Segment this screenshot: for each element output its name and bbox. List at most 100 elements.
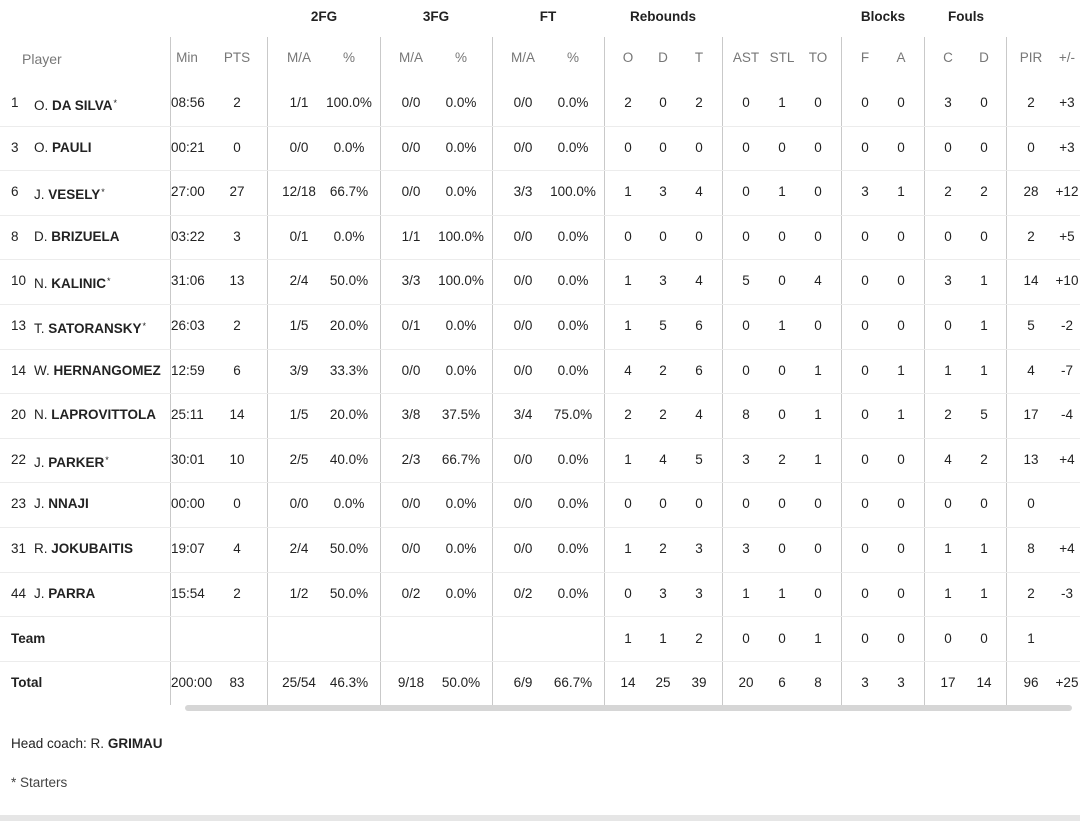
column-header-foul_c[interactable]: C	[943, 50, 953, 65]
stat-blk_f: 0	[861, 541, 869, 556]
column-header-reb_o[interactable]: O	[622, 50, 634, 65]
stat-blk_a: 0	[897, 228, 905, 244]
player-name[interactable]: J. PARRA	[34, 572, 95, 616]
stat-ft_ma: 0/0	[513, 228, 533, 244]
stat-ft_pct: 0.0%	[557, 496, 589, 512]
stat-pm: +3	[1059, 139, 1075, 155]
player-name[interactable]: J. VESELY*	[34, 170, 105, 217]
column-header-pm[interactable]: +/-	[1058, 50, 1076, 65]
stat-ast: 3	[742, 541, 750, 556]
stat-reb_d: 3	[659, 585, 667, 601]
player-name[interactable]: O. PAULI	[34, 126, 92, 170]
stat-stl: 0	[778, 273, 786, 289]
stat-foul_c: 0	[944, 139, 952, 155]
column-header-min[interactable]: Min	[176, 50, 198, 65]
stat-stl: 0	[778, 407, 786, 423]
table-row[interactable]: 20 N. LAPROVITTOLA 25:11 14 1/5 20.0% 3/8 37.5%…	[0, 393, 1080, 437]
player-number: 44	[11, 585, 27, 601]
column-header-fg3_pct[interactable]: %	[454, 50, 467, 65]
stat-reb_o: 1	[624, 318, 632, 333]
stat-fg2_ma: 3/9	[289, 362, 309, 378]
column-divider	[267, 37, 268, 705]
stat-min: 30:01	[171, 451, 205, 467]
stat-ft_ma: 3/3	[513, 184, 533, 200]
row-separator	[0, 259, 1080, 261]
stat-ft_pct: 0.0%	[557, 228, 589, 244]
player-initial: J.	[34, 187, 49, 203]
starter-marker: *	[101, 187, 105, 198]
stat-ft_ma: 0/0	[513, 318, 533, 333]
column-header-foul_d[interactable]: D	[979, 50, 989, 65]
column-header-ft_pct[interactable]: %	[566, 50, 579, 65]
table-row[interactable]: 14 W. HERNANGOMEZ 12:59 6 3/9 33.3% 0/0 0.0% 0/0…	[0, 349, 1080, 393]
column-header-to[interactable]: TO	[808, 50, 828, 65]
stat-pts: 2	[233, 318, 241, 333]
stat-pir: 96	[1023, 674, 1039, 690]
stat-ft_pct: 75.0%	[553, 407, 593, 423]
player-name[interactable]: O. DA SILVA*	[34, 81, 117, 128]
stat-pts: 14	[229, 407, 245, 423]
table-row[interactable]: 1 O. DA SILVA* 08:56 2 1/1 100.0% 0/0 0.0% 0/0 0.…	[0, 81, 1080, 125]
table-row[interactable]: 23 J. NNAJI 00:00 0 0/0 0.0% 0/0 0.0% 0/0 0.0% 0 0 0…	[0, 482, 1080, 526]
column-header-reb_t[interactable]: T	[694, 50, 704, 65]
table-row[interactable]: 13 T. SATORANSKY* 26:03 2 1/5 20.0% 0/1 0.0% 0/0…	[0, 304, 1080, 348]
stat-fg3_pct: 100.0%	[438, 273, 484, 289]
stat-pm: +4	[1059, 541, 1075, 556]
column-header-player[interactable]: Player	[22, 51, 62, 67]
column-header-blk_f[interactable]: F	[860, 50, 870, 65]
table-row[interactable]: 3 O. PAULI 00:21 0 0/0 0.0% 0/0 0.0% 0/0 0.0% 0 0 0 0…	[0, 126, 1080, 170]
player-name[interactable]: T. SATORANSKY*	[34, 304, 146, 351]
stat-ast: 0	[742, 496, 750, 512]
horizontal-scrollbar[interactable]	[185, 705, 1072, 711]
player-name[interactable]: N. LAPROVITTOLA	[34, 393, 156, 437]
column-header-stl[interactable]: STL	[769, 50, 795, 65]
column-header-pts[interactable]: PTS	[223, 50, 251, 65]
player-name[interactable]: W. HERNANGOMEZ	[34, 349, 161, 393]
stat-pm: -4	[1060, 407, 1073, 423]
stat-ast: 5	[742, 273, 750, 289]
player-name[interactable]: J. PARKER*	[34, 438, 109, 485]
player-lastname: SATORANSKY	[48, 321, 142, 336]
column-header-reb_d[interactable]: D	[658, 50, 668, 65]
stat-foul_c: 4	[944, 451, 952, 467]
table-row[interactable]: 31 R. JOKUBAITIS 19:07 4 2/4 50.0% 0/0 0.0% 0/0 0…	[0, 527, 1080, 571]
stat-ast: 0	[742, 95, 750, 110]
stat-reb_t: 6	[695, 362, 703, 378]
column-header-fg2_ma[interactable]: M/A	[286, 50, 311, 65]
player-name[interactable]: J. NNAJI	[34, 482, 89, 526]
player-initial: J.	[34, 454, 49, 470]
stat-min: 03:22	[171, 228, 205, 244]
player-name[interactable]: D. BRIZUELA	[34, 215, 120, 259]
stat-ft_pct: 0.0%	[557, 318, 589, 333]
stat-ast: 0	[742, 318, 750, 333]
stat-pts: 4	[233, 541, 241, 556]
player-name[interactable]: N. KALINIC*	[34, 259, 111, 306]
column-header-pir[interactable]: PIR	[1019, 50, 1043, 65]
group-header-3fg: 3FG	[422, 9, 450, 24]
column-header-blk_a[interactable]: A	[896, 50, 906, 65]
stat-blk_a: 0	[897, 139, 905, 155]
table-row[interactable]: 44 J. PARRA 15:54 2 1/2 50.0% 0/2 0.0% 0/2 0.0% 0 3…	[0, 572, 1080, 616]
stat-fg3_ma: 3/8	[401, 407, 421, 423]
stat-blk_a: 0	[897, 631, 905, 647]
column-header-fg3_ma[interactable]: M/A	[398, 50, 423, 65]
stat-stl: 1	[778, 184, 786, 200]
stat-pir: 28	[1023, 184, 1039, 200]
stat-pts: 83	[229, 674, 245, 690]
stat-foul_d: 1	[980, 362, 988, 378]
table-row[interactable]: 6 J. VESELY* 27:00 27 12/18 66.7% 0/0 0.0% 3/3 10…	[0, 170, 1080, 214]
stat-ast: 0	[742, 228, 750, 244]
stat-foul_d: 2	[980, 184, 988, 200]
table-row[interactable]: 22 J. PARKER* 30:01 10 2/5 40.0% 2/3 66.7% 0/0 0.…	[0, 438, 1080, 482]
column-header-ast[interactable]: AST	[732, 50, 760, 65]
stat-pm: -7	[1060, 362, 1073, 378]
stat-pir: 4	[1027, 362, 1035, 378]
player-name[interactable]: R. JOKUBAITIS	[34, 527, 133, 571]
table-row[interactable]: 10 N. KALINIC* 31:06 13 2/4 50.0% 3/3 100.0% 0/0…	[0, 259, 1080, 303]
table-row[interactable]: 8 D. BRIZUELA 03:22 3 0/1 0.0% 1/1 100.0% 0/0 0.0…	[0, 215, 1080, 259]
column-header-fg2_pct[interactable]: %	[342, 50, 355, 65]
stat-foul_c: 1	[944, 585, 952, 601]
stat-foul_c: 1	[944, 541, 952, 556]
row-separator	[0, 214, 1080, 216]
column-header-ft_ma[interactable]: M/A	[510, 50, 535, 65]
